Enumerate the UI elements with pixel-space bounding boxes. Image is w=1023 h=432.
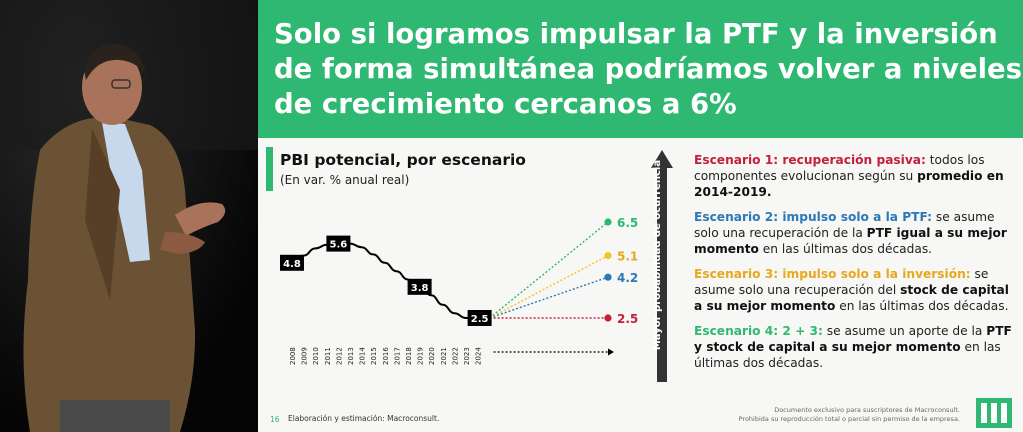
value-label-2019: 3.8 — [411, 283, 429, 294]
scenario-1-text: Escenario 1: recuperación pasiva: todos … — [694, 153, 1004, 199]
x-tick-2018: 2018 — [405, 347, 413, 365]
scenario-2-text: Escenario 2: impulso solo a la PTF: se a… — [694, 210, 1007, 256]
scenario-3-heading: Escenario 3: impulso solo a la inversión… — [694, 267, 971, 281]
scenario-4-heading: Escenario 4: 2 + 3: — [694, 324, 823, 338]
slide-title-line-3: de crecimiento cercanos a 6% — [274, 88, 737, 120]
speaker-video — [0, 0, 258, 432]
future-axis-arrowhead — [608, 348, 614, 356]
value-label-2024: 2.5 — [471, 314, 489, 325]
projection-point-3 — [604, 252, 612, 260]
chart-subtitle: (En var. % anual real) — [280, 173, 410, 187]
x-tick-2015: 2015 — [370, 347, 378, 365]
x-tick-2016: 2016 — [382, 347, 390, 365]
copyright-note: Documento exclusivo para suscriptores de… — [738, 406, 960, 423]
projection-line-3 — [489, 254, 609, 319]
x-tick-2013: 2013 — [347, 347, 355, 365]
projection-line-2 — [489, 276, 609, 319]
projection-point-4 — [604, 218, 612, 226]
projection-label-2: 4.2 — [617, 271, 638, 285]
x-tick-2012: 2012 — [335, 347, 343, 365]
projection-label-1: 2.5 — [617, 312, 638, 326]
projection-line-4 — [489, 221, 609, 319]
slide-title-line-2: de forma simultánea podríamos volver a n… — [274, 53, 1023, 85]
x-tick-2019: 2019 — [417, 347, 425, 365]
scenario-3-text: Escenario 3: impulso solo a la inversión… — [694, 267, 1009, 313]
slide-title-line-1: Solo si logramos impulsar la PTF y la in… — [274, 18, 998, 50]
projection-label-3: 5.1 — [617, 250, 638, 264]
projection-point-2 — [604, 273, 612, 281]
x-tick-2010: 2010 — [312, 347, 320, 365]
value-box-2019 — [407, 278, 432, 295]
value-label-2012: 5.6 — [330, 240, 348, 251]
x-tick-2014: 2014 — [359, 347, 367, 365]
scenario-1-heading: Escenario 1: recuperación pasiva: — [694, 153, 926, 167]
chart-title: PBI potencial, por escenario — [280, 151, 526, 169]
scenario-4-text: Escenario 4: 2 + 3: se asume un aporte d… — [694, 324, 1012, 370]
value-box-2008 — [280, 254, 304, 271]
speaker-figure — [0, 0, 258, 432]
chart-title-accent-bar — [266, 147, 273, 191]
value-label-2008: 4.8 — [283, 259, 301, 270]
projection-label-4: 6.5 — [617, 216, 638, 230]
x-tick-2023: 2023 — [463, 347, 471, 365]
scenario-2-heading: Escenario 2: impulso solo a la PTF: — [694, 210, 933, 224]
potential-gdp-chart: 2.5 4.2 5.1 6.5 4.8 5.6 3.8 2.5 2008 2009 2010 2011… — [280, 216, 638, 365]
x-tick-2022: 2022 — [451, 347, 459, 365]
x-tick-2011: 2011 — [324, 347, 332, 365]
value-box-2012 — [326, 235, 351, 252]
probability-arrow-label: Mayor probabilidad de ocurrencia — [652, 159, 663, 351]
scenario-descriptions: Escenario 1: recuperación pasiva: todos … — [694, 152, 1012, 380]
x-tick-2020: 2020 — [428, 347, 436, 365]
macroconsult-logo — [976, 398, 1012, 428]
title-banner: Solo si logramos impulsar la PTF y la in… — [258, 0, 1023, 138]
x-tick-2008: 2008 — [289, 347, 297, 365]
presentation-slide: Solo si logramos impulsar la PTF y la in… — [258, 0, 1023, 432]
probability-arrow — [651, 150, 673, 382]
x-tick-2009: 2009 — [301, 347, 309, 365]
historical-line — [291, 242, 478, 319]
page-number: 16 — [270, 415, 280, 424]
source-note: Elaboración y estimación: Macroconsult. — [288, 414, 440, 423]
x-tick-2021: 2021 — [440, 347, 448, 365]
projection-point-1 — [604, 314, 612, 322]
x-tick-2024: 2024 — [475, 347, 483, 365]
value-box-2024 — [467, 310, 492, 326]
x-tick-2017: 2017 — [393, 347, 401, 365]
